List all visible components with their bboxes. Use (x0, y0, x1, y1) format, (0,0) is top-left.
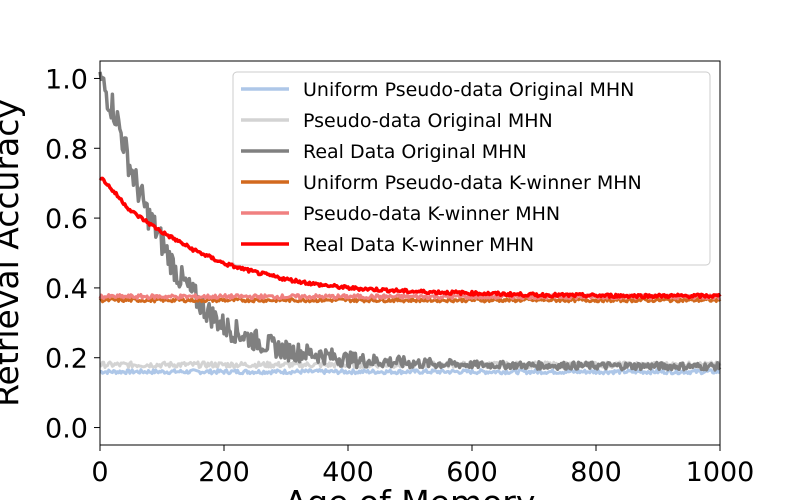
axes-frame (99, 60, 721, 446)
legend-label: Real Data Original MHN (303, 141, 527, 163)
y-tick-label: 0.4 (45, 274, 88, 305)
x-tick-label: 800 (570, 457, 622, 488)
x-tick-label: 600 (446, 457, 498, 488)
legend-label: Real Data K-winner MHN (303, 234, 534, 256)
x-tick-label: 400 (322, 457, 374, 488)
x-tick-label: 1000 (686, 457, 755, 488)
x-axis: 0 200 400 600 800 1000 (91, 445, 754, 488)
x-tick-label: 0 (91, 457, 108, 488)
legend-box (232, 71, 711, 266)
y-tick-label: 0.6 (45, 204, 88, 235)
x-tick-label: 200 (198, 457, 250, 488)
series-layer (98, 71, 722, 376)
legend-label: Uniform Pseudo-data Original MHN (303, 79, 634, 101)
y-tick-label: 0.2 (45, 344, 88, 375)
y-tick-label: 0.8 (45, 134, 88, 165)
series-line-real-data-k-winner-mhn (98, 176, 722, 300)
y-axis-title: Retrieval Accuracy (0, 99, 26, 407)
legend: Uniform Pseudo-data Original MHN Pseudo-d… (232, 71, 711, 266)
series-line-uniform-pseudo-data-original-mhn (99, 368, 721, 376)
y-tick-label: 0.0 (45, 414, 88, 445)
series-line-real-data-original-mhn (98, 71, 722, 372)
legend-label: Pseudo-data K-winner MHN (303, 203, 560, 225)
y-axis: 0.0 0.2 0.4 0.6 0.8 1.0 (45, 64, 100, 445)
series-line-uniform-pseudo-data-k-winner-mhn (98, 296, 722, 304)
x-axis-title: Age of Memory (285, 483, 536, 500)
y-tick-label: 1.0 (45, 64, 88, 95)
legend-label: Uniform Pseudo-data K-winner MHN (303, 172, 642, 194)
legend-label: Pseudo-data Original MHN (303, 110, 553, 132)
